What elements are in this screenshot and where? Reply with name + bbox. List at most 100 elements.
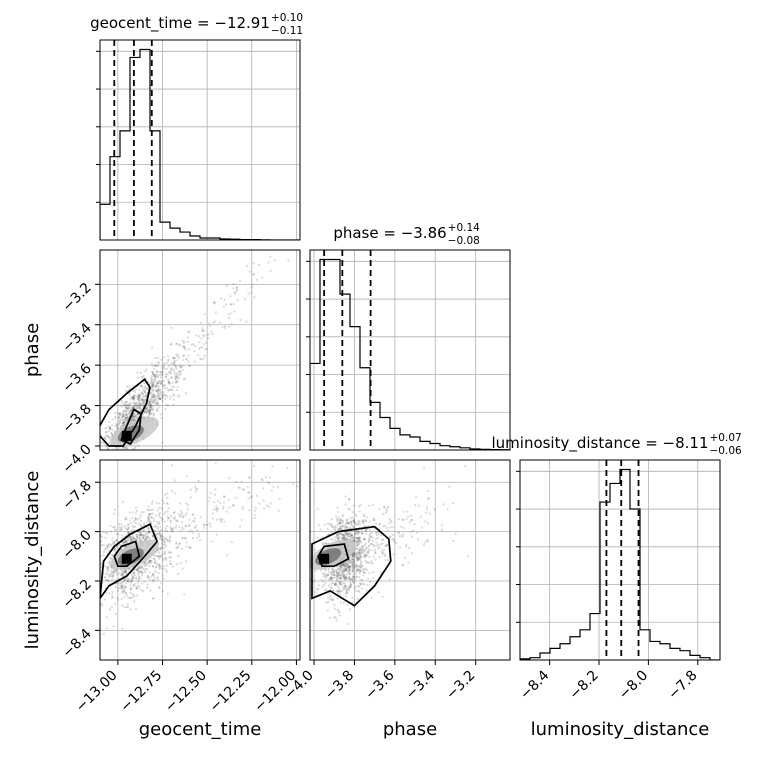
x-tick-label: −8.2 (566, 668, 601, 703)
sample-point (383, 553, 387, 556)
sample-point (249, 496, 252, 499)
sample-point (141, 404, 144, 407)
sample-point (174, 518, 177, 521)
sample-point (195, 524, 198, 527)
sample-point (114, 547, 117, 550)
sample-point (361, 565, 364, 568)
sample-point (162, 356, 166, 359)
sample-point (125, 571, 128, 574)
x-axis-label-luminosity_distance: luminosity_distance (531, 719, 710, 740)
sample-point (174, 365, 177, 368)
sample-point (359, 504, 362, 507)
sample-point (132, 401, 135, 404)
sample-point (368, 548, 371, 551)
sample-point (96, 559, 98, 561)
sample-point (377, 547, 380, 550)
sample-point (133, 402, 136, 405)
sample-point (126, 418, 129, 421)
sample-point (159, 376, 163, 379)
sample-point (133, 537, 136, 541)
sample-point (159, 547, 162, 550)
sample-point (324, 542, 327, 545)
sample-point (120, 585, 124, 588)
sample-point (150, 412, 153, 416)
sample-point (137, 389, 141, 392)
sample-point (105, 627, 108, 630)
sample-point (352, 570, 355, 573)
sample-point (349, 537, 352, 540)
sample-point (153, 395, 156, 399)
sample-point (182, 516, 185, 519)
sample-point (353, 518, 356, 521)
sample-point (185, 475, 188, 478)
sample-point (349, 535, 352, 538)
sample-point (221, 326, 224, 329)
sample-point (335, 571, 338, 574)
sample-point (130, 539, 133, 542)
sample-point (346, 622, 349, 626)
sample-point (75, 574, 77, 576)
hist-panel-phase: phase = −3.86 +0.14−0.08 (306, 222, 511, 451)
sample-point (351, 601, 354, 604)
sample-point (198, 539, 202, 542)
sample-point (272, 485, 275, 488)
sample-point (188, 330, 191, 333)
sample-point (158, 388, 161, 391)
sample-point (223, 495, 226, 498)
sample-point (164, 383, 167, 387)
sample-point (151, 578, 154, 581)
sample-point (141, 392, 144, 395)
sample-point (148, 410, 151, 414)
sample-point (347, 587, 350, 590)
sample-point (354, 554, 357, 557)
sample-point (345, 591, 348, 594)
sample-point (365, 516, 369, 519)
sample-point (388, 578, 391, 581)
sample-point (135, 536, 138, 539)
sample-point (384, 544, 388, 547)
sample-point (156, 399, 159, 402)
sample-point (184, 536, 187, 539)
sample-point (179, 370, 182, 373)
sample-point (157, 555, 161, 559)
sample-point (150, 346, 154, 349)
sample-point (134, 506, 138, 509)
sample-point (170, 528, 174, 531)
sample-point (347, 532, 350, 535)
sample-point (218, 517, 222, 521)
sample-point (148, 409, 151, 412)
sample-point (154, 530, 157, 533)
sample-point (147, 410, 150, 413)
sample-point (335, 534, 339, 537)
scatter-panel-phase-luminosity_distance (304, 459, 511, 661)
sample-point (143, 399, 146, 402)
sample-point (304, 580, 306, 582)
sample-point (338, 576, 341, 580)
sample-point (172, 361, 176, 364)
sample-point (129, 540, 132, 543)
sample-point (151, 408, 154, 412)
sample-point (145, 407, 148, 410)
sample-point (187, 354, 190, 357)
sample-point (348, 532, 351, 535)
sample-point (151, 512, 154, 515)
sample-point (118, 422, 121, 425)
sample-point (346, 589, 349, 592)
sample-point (199, 321, 203, 324)
sample-point (124, 450, 126, 452)
sample-point (345, 533, 348, 536)
sample-point (147, 530, 150, 534)
sample-point (326, 600, 330, 604)
sample-point (104, 468, 106, 470)
sample-point (112, 625, 115, 628)
sample-point (156, 509, 160, 512)
sample-point (154, 401, 157, 405)
sample-point (342, 572, 345, 576)
sample-point (314, 569, 317, 572)
axes-frame (99, 39, 301, 241)
sample-point (149, 531, 152, 534)
sample-point (148, 405, 151, 408)
sample-point (345, 569, 348, 572)
sample-point (340, 532, 343, 536)
sample-point (150, 386, 153, 389)
